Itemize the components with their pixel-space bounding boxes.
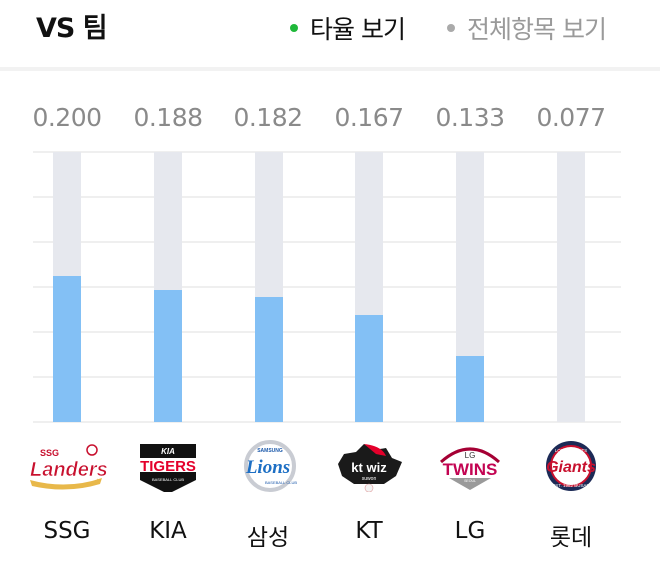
kt-wiz-logo-icon: kt wiz suwon: [338, 444, 402, 492]
svg-text:TWINS: TWINS: [443, 460, 498, 479]
value-label: 0.133: [435, 103, 505, 132]
svg-text:kt wiz: kt wiz: [351, 460, 387, 475]
svg-text:SSG: SSG: [40, 448, 59, 458]
svg-text:LOTTE GIANTS: LOTTE GIANTS: [555, 448, 588, 453]
lotte-giants-logo-icon: LOTTE GIANTS Giants EST. 1982 BUSAN: [546, 441, 596, 491]
bar-fill: [355, 315, 383, 422]
gridline: [33, 151, 621, 153]
lg-twins-logo-icon: LG TWINS SEOUL: [439, 447, 501, 490]
ssg-landers-logo-icon: SSG Landers ✦: [30, 444, 108, 490]
team-name: SSG: [43, 518, 91, 544]
svg-text:SEOUL: SEOUL: [464, 479, 476, 483]
team-name: 삼성: [246, 525, 290, 551]
bar-fill: [456, 356, 484, 422]
svg-text:Lions: Lions: [245, 457, 290, 478]
svg-text:suwon: suwon: [362, 476, 377, 482]
value-label: 0.077: [536, 103, 606, 132]
bar-kia: [154, 152, 182, 422]
gridline: [33, 286, 621, 288]
toggle-batting-average[interactable]: 타율 보기: [290, 10, 406, 46]
samsung-lions-logo-icon: SAMSUNG Lions BASEBALL CLUB: [244, 440, 297, 492]
bar-samsung: [255, 152, 283, 422]
svg-text:LG: LG: [465, 451, 476, 460]
svg-text:TIGERS: TIGERS: [140, 458, 196, 475]
bar-fill: [154, 290, 182, 422]
bar-lotte: [557, 152, 585, 422]
value-label: 0.182: [233, 103, 303, 132]
inactive-dot-icon: [447, 24, 455, 32]
team-name: KT: [355, 518, 383, 544]
gridline: [33, 376, 621, 378]
bar-lg: [456, 152, 484, 422]
svg-text:KIA: KIA: [161, 447, 175, 456]
team-name: KIA: [149, 518, 187, 544]
bar-fill: [255, 297, 283, 422]
toggle-all-stats[interactable]: 전체항목 보기: [447, 10, 607, 46]
team-name: 롯데: [549, 525, 593, 551]
section-divider: [0, 67, 660, 71]
value-label: 0.167: [334, 103, 404, 132]
toggle-label: 타율 보기: [310, 15, 406, 44]
value-label: 0.188: [133, 103, 203, 132]
toggle-label: 전체항목 보기: [467, 15, 607, 44]
gridline: [33, 196, 621, 198]
svg-text:Landers: Landers: [30, 459, 108, 481]
bar-kt: [355, 152, 383, 422]
active-dot-icon: [290, 24, 298, 32]
svg-text:BASEBALL CLUB: BASEBALL CLUB: [265, 480, 297, 485]
svg-text:Giants: Giants: [546, 459, 596, 476]
gridline: [33, 241, 621, 243]
kia-tigers-logo-icon: TIGERS KIA BASEBALL CLUB: [133, 444, 203, 492]
svg-text:EST. 1982 BUSAN: EST. 1982 BUSAN: [552, 483, 590, 488]
gridline: [33, 421, 621, 423]
page-title: VS 팀: [36, 13, 108, 44]
bar-ssg: [53, 152, 81, 422]
team-name: LG: [454, 518, 486, 544]
gridline: [33, 331, 621, 333]
svg-text:✦: ✦: [94, 477, 101, 486]
value-label: 0.200: [32, 103, 102, 132]
svg-text:SAMSUNG: SAMSUNG: [257, 448, 283, 454]
bar-fill: [53, 276, 81, 422]
svg-text:BASEBALL CLUB: BASEBALL CLUB: [152, 477, 184, 482]
